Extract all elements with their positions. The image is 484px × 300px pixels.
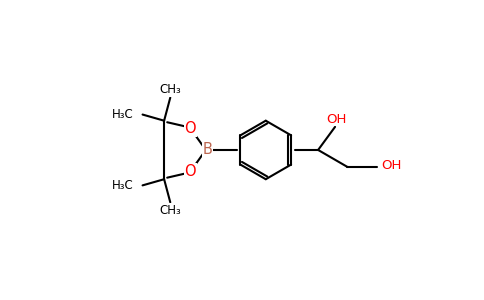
Text: O: O [184,164,196,179]
Text: CH₃: CH₃ [159,83,181,96]
Text: CH₃: CH₃ [159,203,181,217]
Text: B: B [202,142,212,158]
Text: OH: OH [326,113,347,126]
Text: O: O [184,121,196,136]
Text: H₃C: H₃C [112,179,133,192]
Text: OH: OH [381,159,402,172]
Text: H₃C: H₃C [112,108,133,121]
